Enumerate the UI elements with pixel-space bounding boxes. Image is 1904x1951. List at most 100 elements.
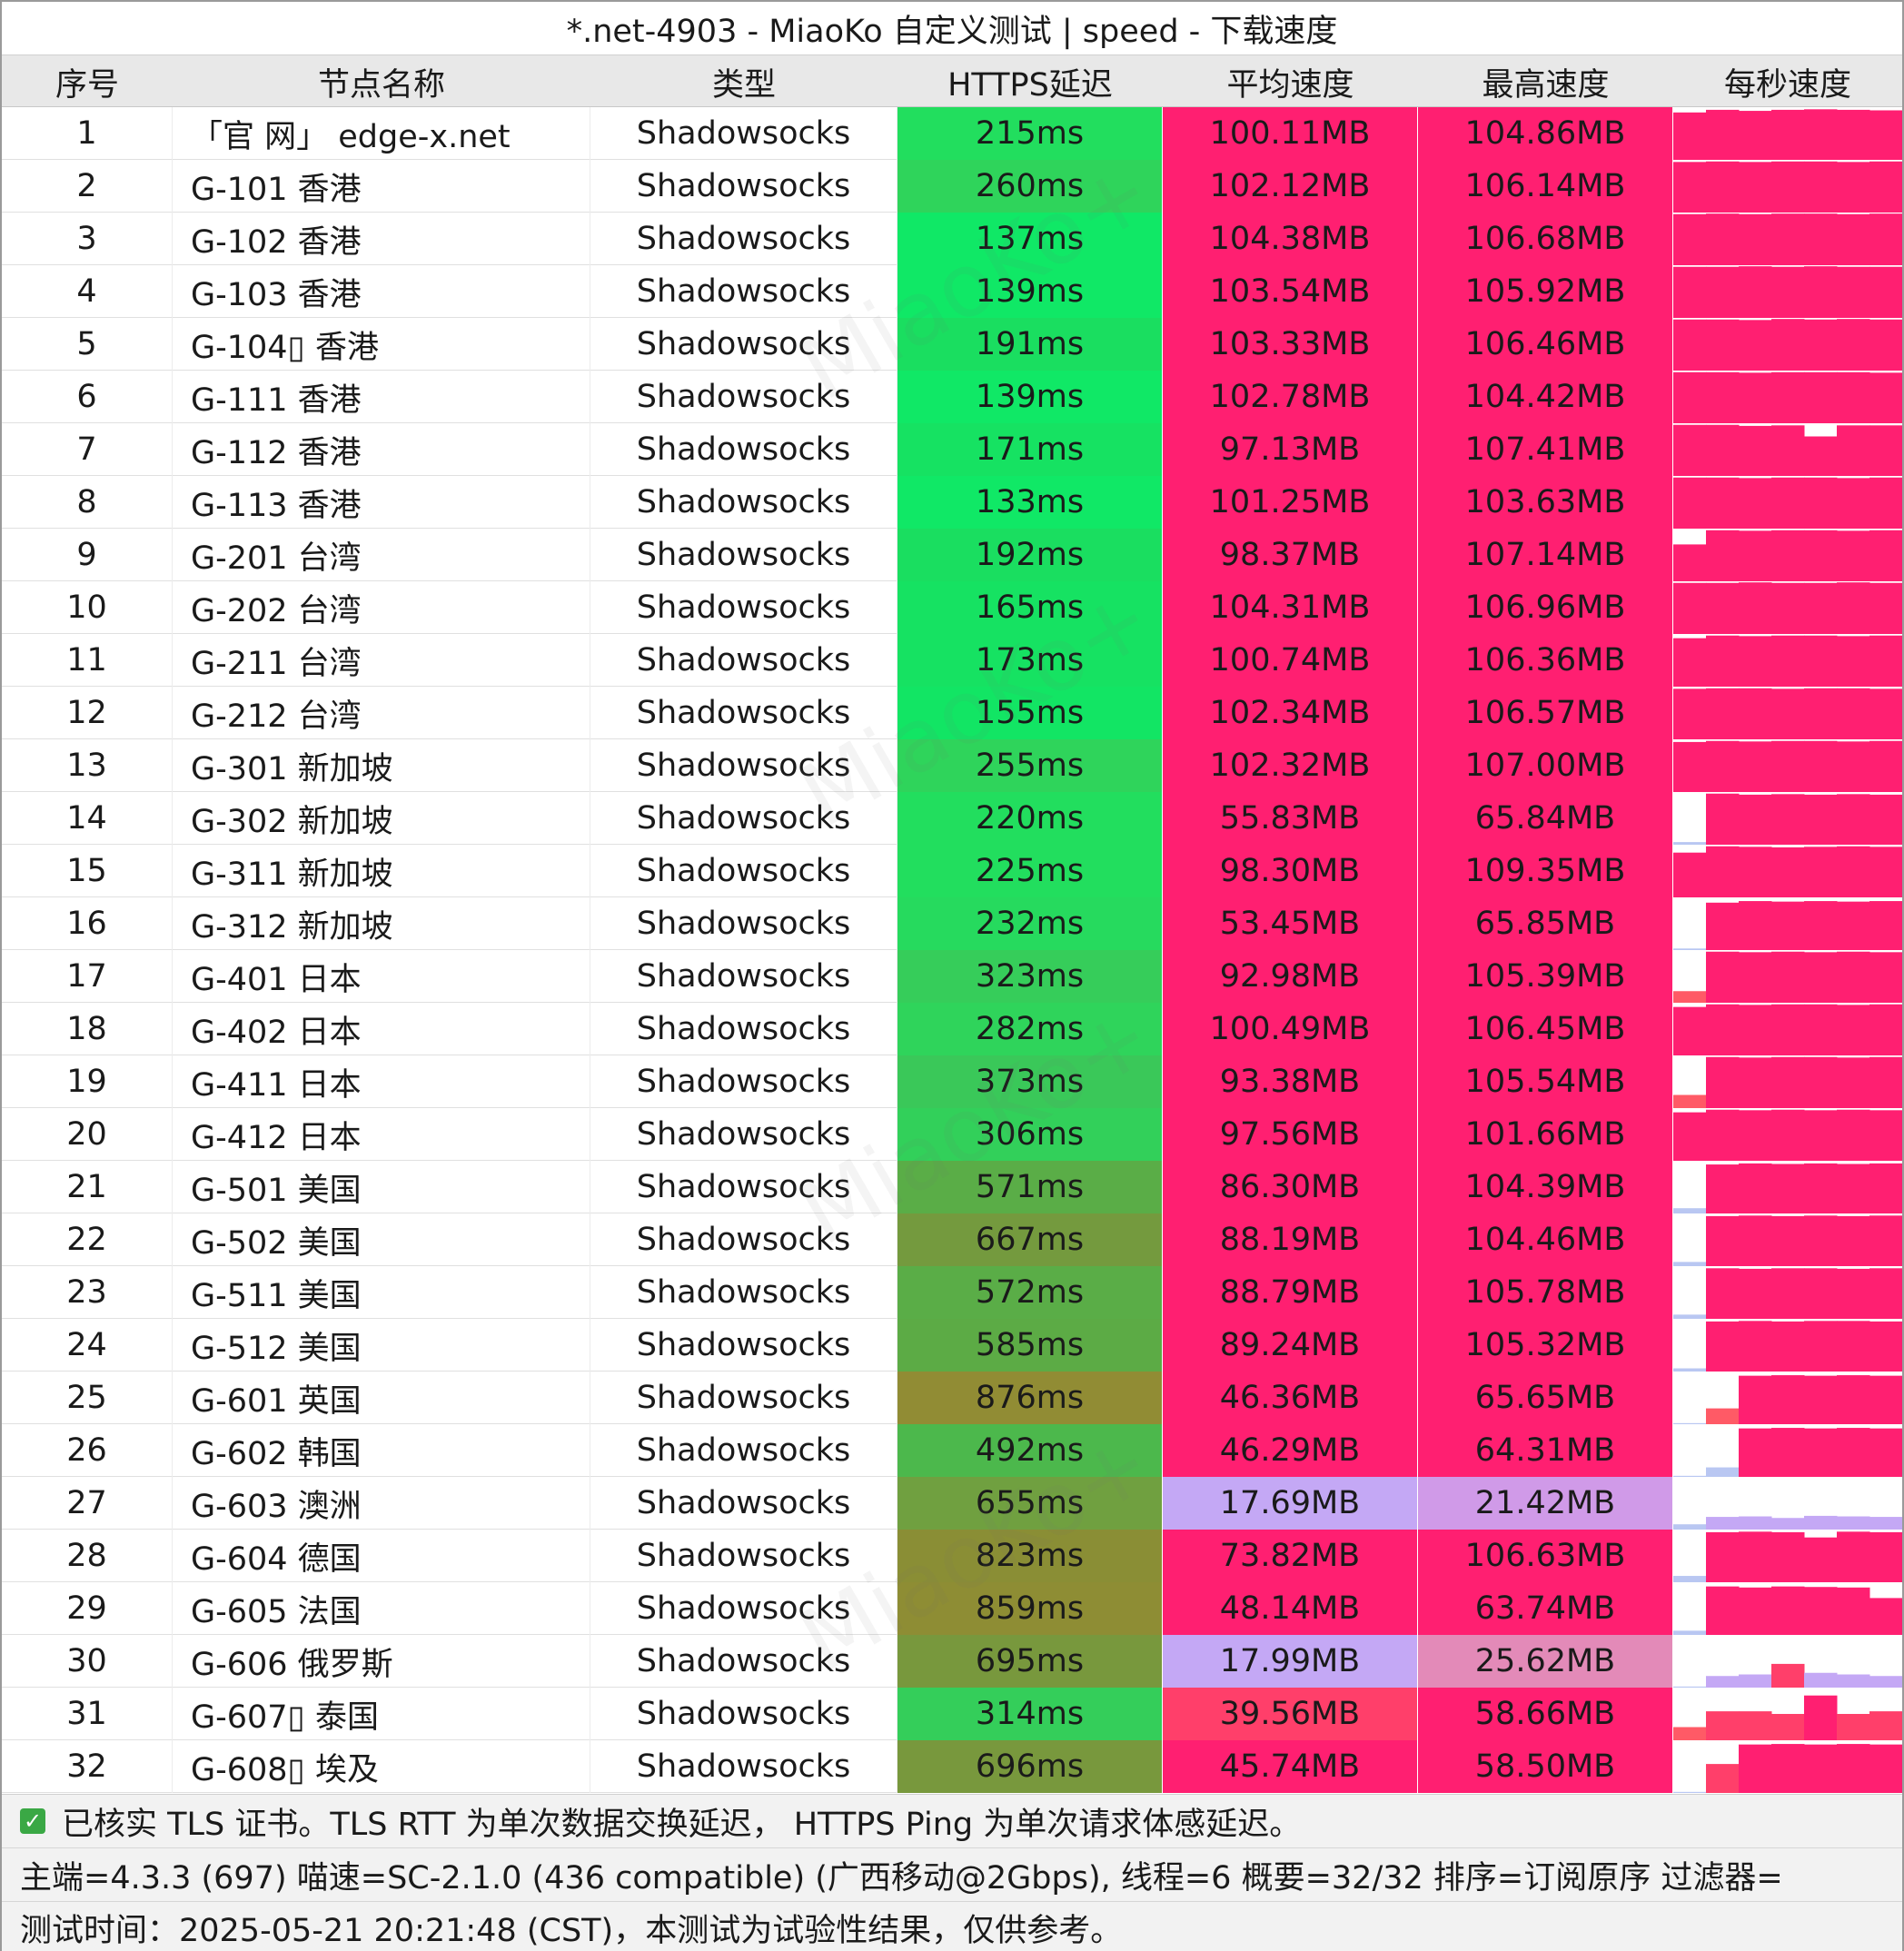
row-index: 14 xyxy=(2,792,173,845)
speed-bar xyxy=(1706,951,1740,1003)
speed-bar xyxy=(1706,1056,1740,1108)
avg-speed: 89.24MB xyxy=(1163,1319,1418,1372)
speed-bar xyxy=(1739,530,1772,581)
https-latency: 876ms xyxy=(897,1372,1163,1424)
speed-bar xyxy=(1837,1268,1870,1319)
speed-bar xyxy=(1673,1368,1707,1372)
table-row: 9 G-201 台湾 Shadowsocks 192ms 98.37MB 107.14MB xyxy=(2,529,1902,581)
max-speed: 25.62MB xyxy=(1418,1635,1673,1688)
table-row: 21 G-501 美国 Shadowsocks 571ms 86.30MB 104.39M… xyxy=(2,1161,1902,1213)
speed-bar xyxy=(1804,213,1838,265)
per-second-speed-graph xyxy=(1673,1477,1902,1530)
speed-bar xyxy=(1837,1428,1870,1477)
footer: ✓ 已核实 TLS 证书。TLS RTT 为单次数据交换延迟， HTTPS Pi… xyxy=(2,1794,1902,1951)
https-latency: 139ms xyxy=(897,265,1163,318)
speed-bar xyxy=(1804,1375,1838,1424)
speed-bar xyxy=(1837,530,1870,581)
speed-bar xyxy=(1706,582,1740,634)
col-header-per-second-speed: 每秒速度 xyxy=(1723,66,1851,104)
avg-speed: 46.36MB xyxy=(1163,1372,1418,1424)
per-second-speed-graph xyxy=(1673,1266,1902,1319)
speed-bar xyxy=(1837,1321,1870,1372)
speed-bar xyxy=(1673,544,1707,581)
speed-bar xyxy=(1673,638,1707,687)
node-type: Shadowsocks xyxy=(590,1635,897,1688)
https-latency: 373ms xyxy=(897,1055,1163,1108)
speed-bar xyxy=(1706,1408,1740,1424)
speed-bar xyxy=(1673,1208,1707,1213)
avg-speed: 17.99MB xyxy=(1163,1635,1418,1688)
avg-speed: 98.30MB xyxy=(1163,845,1418,897)
speed-bar xyxy=(1673,1475,1707,1477)
table-row: 30 G-606 俄罗斯 Shadowsocks 695ms 17.99MB 25.62M… xyxy=(2,1635,1902,1688)
speed-bar xyxy=(1837,636,1870,687)
avg-speed: 104.31MB xyxy=(1163,581,1418,634)
speed-bar xyxy=(1837,1109,1870,1161)
table-row: 6 G-111 香港 Shadowsocks 139ms 102.78MB 104.42M… xyxy=(2,371,1902,423)
speed-bar xyxy=(1837,1516,1870,1530)
speed-bar xyxy=(1739,1587,1772,1635)
max-speed: 104.39MB xyxy=(1418,1161,1673,1213)
speed-bar xyxy=(1739,266,1772,318)
max-speed: 104.46MB xyxy=(1418,1213,1673,1266)
avg-speed: 48.14MB xyxy=(1163,1582,1418,1635)
col-header-max-speed: 最高速度 xyxy=(1482,66,1610,104)
table-row: 20 G-412 日本 Shadowsocks 306ms 97.56MB 101.66M… xyxy=(2,1108,1902,1161)
per-second-speed-graph xyxy=(1673,1003,1902,1055)
speed-bar xyxy=(1869,1517,1902,1530)
per-second-speed-graph xyxy=(1673,792,1902,845)
node-name: G-302 新加坡 xyxy=(173,792,590,845)
https-latency: 220ms xyxy=(897,792,1163,845)
speed-bar xyxy=(1804,1110,1838,1161)
max-speed: 105.78MB xyxy=(1418,1266,1673,1319)
speed-bar xyxy=(1706,371,1740,423)
speed-bar xyxy=(1771,319,1805,371)
speed-bar xyxy=(1673,424,1707,476)
speed-bar xyxy=(1804,477,1838,529)
speed-bar xyxy=(1673,162,1707,213)
speed-bar xyxy=(1706,1109,1740,1161)
avg-speed: 102.78MB xyxy=(1163,371,1418,423)
speed-bar xyxy=(1804,161,1838,213)
table-row: 22 G-502 美国 Shadowsocks 667ms 88.19MB 104.46M… xyxy=(2,1213,1902,1266)
node-type: Shadowsocks xyxy=(590,1424,897,1477)
node-type: Shadowsocks xyxy=(590,1477,897,1530)
speed-bar xyxy=(1869,1268,1902,1319)
speed-bar xyxy=(1673,1112,1707,1161)
speed-bar xyxy=(1739,1428,1772,1477)
speed-bar xyxy=(1837,688,1870,739)
speed-bar xyxy=(1771,1428,1805,1477)
speed-bar xyxy=(1804,688,1838,739)
speed-bar xyxy=(1869,1215,1902,1266)
row-index: 1 xyxy=(2,107,173,160)
per-second-speed-graph xyxy=(1673,1161,1902,1213)
speed-bar xyxy=(1869,425,1902,476)
speed-bar xyxy=(1771,582,1805,634)
node-type: Shadowsocks xyxy=(590,1582,897,1635)
speed-bar xyxy=(1837,319,1870,371)
per-second-speed-graph xyxy=(1673,476,1902,529)
speed-bar xyxy=(1804,1215,1838,1266)
speed-bar xyxy=(1739,1711,1772,1740)
node-name: G-511 美国 xyxy=(173,1266,590,1319)
node-type: Shadowsocks xyxy=(590,687,897,739)
speed-bar xyxy=(1771,951,1805,1003)
node-name: G-312 新加坡 xyxy=(173,897,590,950)
https-latency: 192ms xyxy=(897,529,1163,581)
max-speed: 106.45MB xyxy=(1418,1003,1673,1055)
speed-bar xyxy=(1706,902,1740,950)
speed-bar xyxy=(1869,1163,1902,1213)
avg-speed: 86.30MB xyxy=(1163,1161,1418,1213)
speed-bar xyxy=(1739,1057,1772,1108)
speed-bar xyxy=(1771,1004,1805,1055)
row-index: 2 xyxy=(2,160,173,213)
speed-bar xyxy=(1804,901,1838,950)
row-index: 32 xyxy=(2,1740,173,1793)
speed-bar xyxy=(1771,1663,1805,1688)
speed-bar xyxy=(1706,1531,1740,1582)
table-row: 13 G-301 新加坡 Shadowsocks 255ms 102.32MB 107.0… xyxy=(2,739,1902,792)
speed-bar xyxy=(1739,1531,1772,1582)
speed-bar xyxy=(1771,1744,1805,1793)
speed-bar xyxy=(1837,1674,1870,1688)
https-latency: 306ms xyxy=(897,1108,1163,1161)
